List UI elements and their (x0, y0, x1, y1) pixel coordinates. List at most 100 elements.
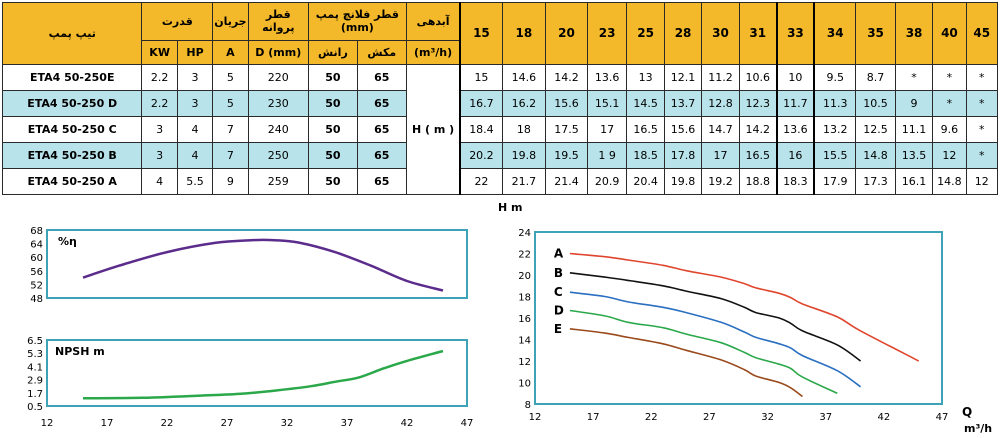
suction-header: مکش (356, 39, 407, 65)
x-tick-label: 42 (401, 418, 414, 429)
suction-cell: 65 (356, 89, 407, 117)
head-cell: 20.2 (459, 141, 503, 169)
y-tick-label: 60 (30, 253, 43, 264)
flow-col-header: 23 (586, 2, 628, 65)
head-cell: 11.2 (701, 63, 740, 91)
head-cell: 17.3 (855, 167, 896, 196)
suction-cell: 65 (356, 141, 407, 169)
head-cell: 12.1 (663, 63, 703, 91)
head-cell: * (965, 89, 999, 117)
pump-type-header: تیپ پمپ (1, 2, 143, 65)
x-tick-label: 12 (41, 418, 54, 429)
hp-cell: 4 (176, 141, 214, 169)
series-label-a: A (554, 247, 564, 261)
head-cell: 16 (776, 141, 816, 169)
series-line-a (569, 252, 920, 362)
x-tick-label: 47 (461, 418, 474, 429)
flow-col-header: 33 (776, 2, 816, 65)
x-axis-label: Q (962, 405, 972, 419)
flow-col-header: 18 (501, 2, 547, 65)
amp-cell: 5 (212, 63, 249, 91)
flow-col-header: 28 (663, 2, 703, 65)
efficiency-chart: 4852566064681217222732374247%η (30, 226, 468, 305)
discharge-cell: 50 (307, 115, 358, 143)
series-label-b: B (554, 266, 563, 280)
head-cell: 20.4 (626, 167, 665, 196)
series-label-e: E (554, 322, 562, 336)
head-cell: 16.7 (459, 89, 503, 117)
y-tick-label: 10 (518, 379, 531, 390)
x-tick-label: 32 (761, 412, 774, 423)
hp-cell: 3 (176, 89, 214, 117)
plot-frame (534, 231, 943, 405)
head-cell: 17 (701, 141, 740, 169)
series-line-main (82, 238, 444, 292)
kw-cell: 3 (141, 115, 178, 143)
head-cell: 15.1 (586, 89, 628, 117)
amp-cell: 7 (212, 115, 249, 143)
kw-cell: 3 (141, 141, 178, 169)
head-cell: 13.2 (813, 115, 857, 143)
flow-header: آبدهی (405, 2, 462, 41)
model-cell: ETA4 50-250 B (1, 141, 143, 169)
discharge-cell: 50 (307, 167, 358, 196)
y-tick-label: 1.7 (27, 389, 43, 400)
y-tick-label: 2.9 (27, 376, 43, 387)
head-cell: 13.6 (586, 63, 628, 91)
power-header: قدرت (141, 2, 214, 41)
x-tick-label: 27 (221, 418, 234, 429)
efficiency-label: %η (58, 235, 77, 248)
hp-cell: 4 (176, 115, 214, 143)
head-cell: 19.2 (701, 167, 740, 196)
model-cell: ETA4 50-250E (1, 63, 143, 91)
head-cell: 12.3 (738, 89, 778, 117)
head-cell: 8.7 (855, 63, 896, 91)
y-tick-label: 12 (518, 357, 531, 368)
head-cell: 18 (501, 115, 547, 143)
head-label-cell: H ( m ) (405, 63, 462, 196)
diameter-cell: 220 (247, 63, 309, 91)
head-cell: 19.8 (663, 167, 703, 196)
head-cell: 9.6 (932, 115, 967, 143)
x-tick-label: 27 (703, 412, 716, 423)
head-cell: 13.5 (894, 141, 934, 169)
head-cell: * (965, 115, 999, 143)
head-cell: 16.5 (738, 141, 778, 169)
x-tick-label: 17 (587, 412, 600, 423)
series-line-main (82, 349, 444, 400)
head-cell: 19.8 (501, 141, 547, 169)
head-cell: * (965, 63, 999, 91)
head-cell: 18.4 (459, 115, 503, 143)
y-tick-label: 6.5 (27, 336, 43, 347)
head-cell: 20.9 (586, 167, 628, 196)
head-cell: 12.8 (701, 89, 740, 117)
x-tick-label: 17 (101, 418, 114, 429)
current-header: جریان (212, 2, 249, 41)
y-tick-label: 0.5 (27, 402, 43, 413)
head-cell: 21.4 (545, 167, 588, 196)
flow-col-header: 40 (932, 2, 967, 65)
npsh-chart: 0.5 1.7 2.9 4.1 5.3 6.5 12 17 22 27 32 37 42 47 NPSH m (27, 336, 474, 429)
head-cell: 15.6 (545, 89, 588, 117)
diameter-cell: 250 (247, 141, 309, 169)
head-cell: 18.3 (776, 167, 816, 196)
head-cell: 18.8 (738, 167, 778, 196)
y-tick-label: 14 (518, 336, 531, 347)
head-cell: 17.5 (545, 115, 588, 143)
flow-col-header: 31 (738, 2, 778, 65)
head-cell: * (932, 63, 967, 91)
head-cell: * (932, 89, 967, 117)
head-cell: 14.7 (701, 115, 740, 143)
head-cell: 12.5 (855, 115, 896, 143)
head-cell: 11.7 (776, 89, 816, 117)
series-line-d (569, 309, 838, 395)
x-tick-label: 22 (645, 412, 658, 423)
diameter-cell: 259 (247, 167, 309, 196)
kw-cell: 4 (141, 167, 178, 196)
hp-cell: 5.5 (176, 167, 214, 196)
y-tick-label: 8 (525, 400, 531, 411)
impeller-diameter-header: قطر پروانه (247, 2, 309, 41)
head-cell: 17.9 (813, 167, 857, 196)
head-cell: 13 (626, 63, 665, 91)
model-cell: ETA4 50-250 D (1, 89, 143, 117)
